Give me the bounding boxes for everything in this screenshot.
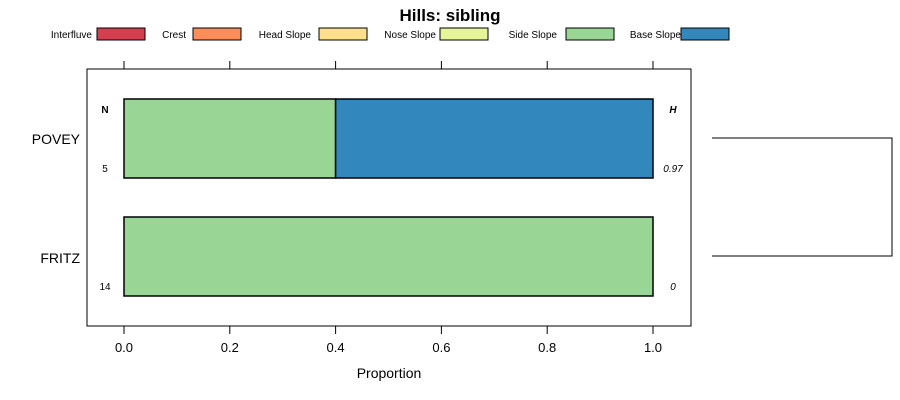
category-label: POVEY xyxy=(32,131,81,147)
legend-label-side-slope: Side Slope xyxy=(509,30,558,41)
x-tick-label: 0.4 xyxy=(327,340,345,355)
n-value: 5 xyxy=(102,164,108,175)
x-tick-label: 0.0 xyxy=(115,340,133,355)
n-value: 14 xyxy=(99,282,111,293)
x-tick-label: 0.8 xyxy=(538,340,556,355)
legend-label-base-slope: Base Slope xyxy=(630,30,682,41)
n-header: N xyxy=(101,105,108,116)
bar-povey-base-slope xyxy=(334,98,654,179)
annotations: POVEY 5 0.97 FRITZ 14 0 N H xyxy=(32,105,683,293)
legend-key-interfluve xyxy=(96,27,146,41)
legend-label-interfluve: Interfluve xyxy=(51,30,93,41)
h-value: 0 xyxy=(670,282,676,293)
legend-label-crest: Crest xyxy=(162,30,186,41)
dendrogram xyxy=(712,137,893,257)
bar-fritz-side-slope xyxy=(123,216,654,297)
legend-label-head-slope: Head Slope xyxy=(259,30,312,41)
bars xyxy=(123,98,654,297)
category-label: FRITZ xyxy=(40,250,80,266)
legend-label-nose-slope: Nose Slope xyxy=(384,30,436,41)
h-value: 0.97 xyxy=(663,164,683,175)
legend-key-side-slope xyxy=(565,27,615,41)
chart-title: Hills: sibling xyxy=(399,6,500,25)
x-tick-label: 0.2 xyxy=(221,340,239,355)
plot-frame xyxy=(86,68,692,327)
x-tick-label: 0.6 xyxy=(432,340,450,355)
legend-key-head-slope xyxy=(318,27,368,41)
legend: Interfluve Crest Head Slope Nose Slope Side … xyxy=(51,27,730,41)
legend-key-base-slope xyxy=(680,27,730,41)
x-tick-label: 1.0 xyxy=(644,340,662,355)
bar-povey-side-slope xyxy=(123,98,337,179)
legend-key-nose-slope xyxy=(439,27,489,41)
h-header: H xyxy=(669,105,677,116)
legend-key-crest xyxy=(192,27,242,41)
x-axis-ticks: 0.0 0.2 0.4 0.6 0.8 1.0 xyxy=(115,61,662,355)
x-axis-title: Proportion xyxy=(357,365,422,381)
